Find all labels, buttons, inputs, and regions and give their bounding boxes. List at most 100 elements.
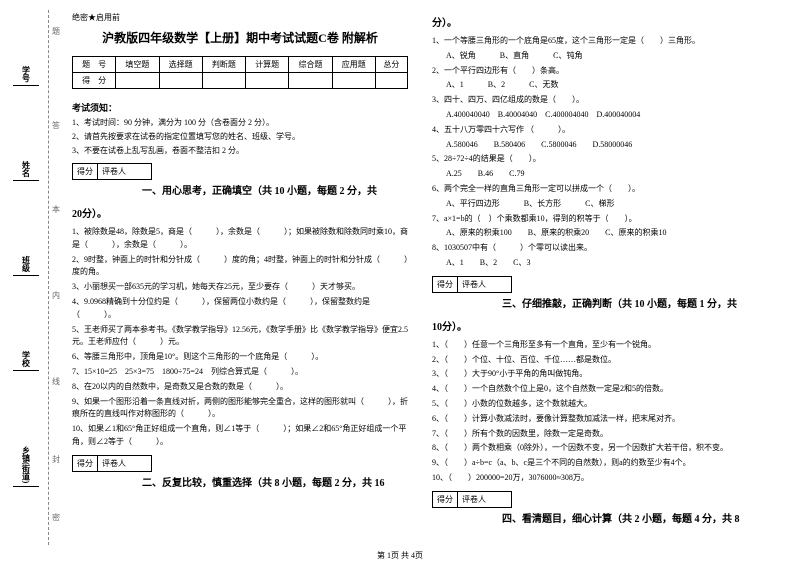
s2-q4-opts: A.580046 B.580406 C.5800046 D.58000046	[432, 139, 768, 152]
margin-underline	[13, 85, 39, 86]
notice-item: 3、不要在试卷上乱写乱画，卷面不整洁扣 2 分。	[72, 145, 408, 157]
s3-q9: 9、（ ）a÷b=c（a、b、c是三个不同的自然数），则a的约数至少有4个。	[432, 457, 768, 470]
s2-q2: 2、一个平行四边形有（ ）条高。	[432, 65, 768, 78]
score-header-cell: 总分	[375, 57, 407, 73]
margin-label: 学号	[21, 66, 32, 82]
s2-q8: 8、1030507中有（ ）个零可以读出来。	[432, 242, 768, 255]
score-header-cell: 题 号	[73, 57, 116, 73]
score-cell	[202, 73, 245, 89]
s3-q6: 6、（ ）计算小数减法时，要像计算整数加减法一样，把末尾对齐。	[432, 413, 768, 426]
score-cell	[116, 73, 159, 89]
margin-dashed-line	[48, 10, 49, 545]
left-column: 绝密★启用前 沪教版四年级数学【上册】期中考试试题C卷 附解析 题 号 填空题 …	[60, 12, 420, 545]
margin-underline	[13, 370, 39, 371]
section-2-title-cont: 分）。	[432, 16, 768, 31]
section-4-title: 四、看清题目，细心计算（共 2 小题，每题 4 分，共 8	[432, 512, 768, 527]
score-header-cell: 综合题	[289, 57, 332, 73]
binding-margin: 学号 姓名 班级 学校 乡镇(街道) 题 答 本 内 线 封 密	[0, 0, 60, 565]
margin-underline	[13, 180, 39, 181]
scorer-score-label: 得分	[433, 492, 457, 507]
s3-q5: 5、（ ）小数的位数越多，这个数就越大。	[432, 398, 768, 411]
margin-char: 答	[52, 120, 60, 131]
score-cell	[332, 73, 375, 89]
margin-label: 姓名	[21, 161, 32, 177]
section-2-title: 二、反复比较，慎重选择（共 8 小题，每题 2 分，共 16	[72, 476, 408, 491]
scorer-reviewer-label: 评卷人	[457, 277, 511, 292]
margin-char: 题	[52, 26, 60, 37]
section-1-title: 一、用心思考，正确填空（共 10 小题，每题 2 分，共	[72, 184, 408, 199]
score-table: 题 号 填空题 选择题 判断题 计算题 综合题 应用题 总分 得 分	[72, 56, 408, 89]
s2-q7: 7、a×1=b的（ ）个乘数都乘10，得到的积等于（ ）。	[432, 213, 768, 226]
margin-labels: 学号 姓名 班级 学校 乡镇(街道)	[4, 0, 48, 565]
s1-q9: 9、如果一个图形沿着一条直线对折，两侧的图形能够完全重合，这样的图形就叫（ ），…	[72, 396, 408, 422]
s2-q3-opts: A.400040040 B.40004040 C.400004040 D.400…	[432, 109, 768, 122]
s3-q2: 2、（ ）个位、十位、百位、千位……都是数位。	[432, 354, 768, 367]
s1-q8: 8、在20以内的自然数中，是奇数又是合数的数是（ ）。	[72, 381, 408, 394]
s3-q7: 7、（ ）所有个数的因数里，除数一定是奇数。	[432, 428, 768, 441]
s2-q7-opts: A、原来的积乘100 B、原来的积乘20 C、原来的积乘10	[432, 227, 768, 240]
notice-item: 2、请首先按要求在试卷的指定位置填写您的姓名、班级、学号。	[72, 131, 408, 143]
exam-title: 沪教版四年级数学【上册】期中考试试题C卷 附解析	[72, 29, 408, 46]
margin-char: 内	[52, 290, 60, 301]
s3-q10: 10、（ ）200000=20万，3076000≈308万。	[432, 472, 768, 485]
scorer-box: 得分 评卷人	[432, 491, 512, 508]
s1-q10: 10、如果∠1和65°角正好组成一个直角，则∠1等于（ ）；如果∠2和65°角正…	[72, 423, 408, 449]
s1-q5: 5、王老师买了两本参考书。《数学教学指导》12.56元，《数学手册》比《数学教学…	[72, 324, 408, 350]
scorer-box: 得分 评卷人	[72, 455, 152, 472]
scorer-reviewer-label: 评卷人	[457, 492, 511, 507]
scorer-reviewer-label: 评卷人	[97, 164, 151, 179]
margin-label: 学校	[21, 351, 32, 367]
margin-label: 乡镇(街道)	[21, 446, 32, 483]
s2-q1: 1、一个等腰三角形的一个底角是65度，这个三角形一定是（ ）三角形。	[432, 35, 768, 48]
margin-field-school: 学校	[4, 351, 48, 371]
score-header-cell: 计算题	[246, 57, 289, 73]
s2-q5: 5、28÷72÷4的结果是（ ）。	[432, 153, 768, 166]
score-header-cell: 选择题	[159, 57, 202, 73]
margin-char: 线	[52, 376, 60, 387]
s2-q3: 3、四十、四万、四亿组成的数是（ ）。	[432, 94, 768, 107]
scorer-box: 得分 评卷人	[72, 163, 152, 180]
margin-label: 班级	[21, 256, 32, 272]
s1-q7: 7、15×10=25 25×3=75 1800÷75=24 列综合算式是（ ）。	[72, 366, 408, 379]
s2-q5-opts: A.25 B.46 C.79	[432, 168, 768, 181]
s2-q4: 4、五十八万零四十六写作 （ ）。	[432, 124, 768, 137]
scorer-score-label: 得分	[433, 277, 457, 292]
margin-char: 本	[52, 204, 60, 215]
s2-q6-opts: A、平行四边形 B、长方形 C、梯形	[432, 198, 768, 211]
margin-field-student-id: 学号	[4, 66, 48, 86]
score-header-cell: 填空题	[116, 57, 159, 73]
s1-q1: 1、被除数是48，除数是5，商是（ ），余数是（ ）；如果被除数和除数同时乘10…	[72, 226, 408, 252]
score-label-cell: 得 分	[73, 73, 116, 89]
s2-q8-opts: A、1 B、2 C、3	[432, 257, 768, 270]
score-cell	[159, 73, 202, 89]
margin-field-class: 班级	[4, 256, 48, 276]
margin-field-name: 姓名	[4, 161, 48, 181]
scorer-score-label: 得分	[73, 164, 97, 179]
margin-char: 封	[52, 454, 60, 465]
s3-q4: 4、（ ）一个自然数个位上是0，这个自然数一定是2和5的倍数。	[432, 383, 768, 396]
s3-q1: 1、（ ）任意一个三角形至多有一个直角，至少有一个锐角。	[432, 339, 768, 352]
section-3-title: 三、仔细推敲，正确判断（共 10 小题，每题 1 分，共	[432, 297, 768, 312]
section-3-title-cont: 10分）。	[432, 320, 768, 335]
section-1-title-cont: 20分）。	[72, 207, 408, 222]
score-cell	[289, 73, 332, 89]
s3-q8: 8、（ ）两个数相乘（0除外），一个因数不变，另一个因数扩大若干倍，积不变。	[432, 442, 768, 455]
score-cell	[375, 73, 407, 89]
page-footer: 第 1页 共 4页	[377, 550, 423, 561]
scorer-score-label: 得分	[73, 456, 97, 471]
s2-q6: 6、两个完全一样的直角三角形一定可以拼成一个（ ）。	[432, 183, 768, 196]
score-table-header-row: 题 号 填空题 选择题 判断题 计算题 综合题 应用题 总分	[73, 57, 408, 73]
s2-q2-opts: A、1 B、2 C、无数	[432, 79, 768, 92]
score-header-cell: 应用题	[332, 57, 375, 73]
score-header-cell: 判断题	[202, 57, 245, 73]
s1-q3: 3、小丽想买一部635元的学习机，她每天存25元，至少要存（ ）天才够买。	[72, 281, 408, 294]
s1-q2: 2、9时整，钟面上的时针和分针成（ ）度的角；4时整，钟面上的时针和分针成（ ）…	[72, 254, 408, 280]
notice-heading: 考试须知：	[72, 101, 408, 114]
margin-field-town: 乡镇(街道)	[4, 446, 48, 487]
score-table-score-row: 得 分	[73, 73, 408, 89]
scorer-reviewer-label: 评卷人	[97, 456, 151, 471]
page: 绝密★启用前 沪教版四年级数学【上册】期中考试试题C卷 附解析 题 号 填空题 …	[0, 0, 800, 565]
s1-q6: 6、等腰三角形中，顶角是10°。则这个三角形的一个底角是（ ）。	[72, 351, 408, 364]
s3-q3: 3、（ ）大于90°小于平角的角叫做钝角。	[432, 368, 768, 381]
margin-underline	[13, 275, 39, 276]
